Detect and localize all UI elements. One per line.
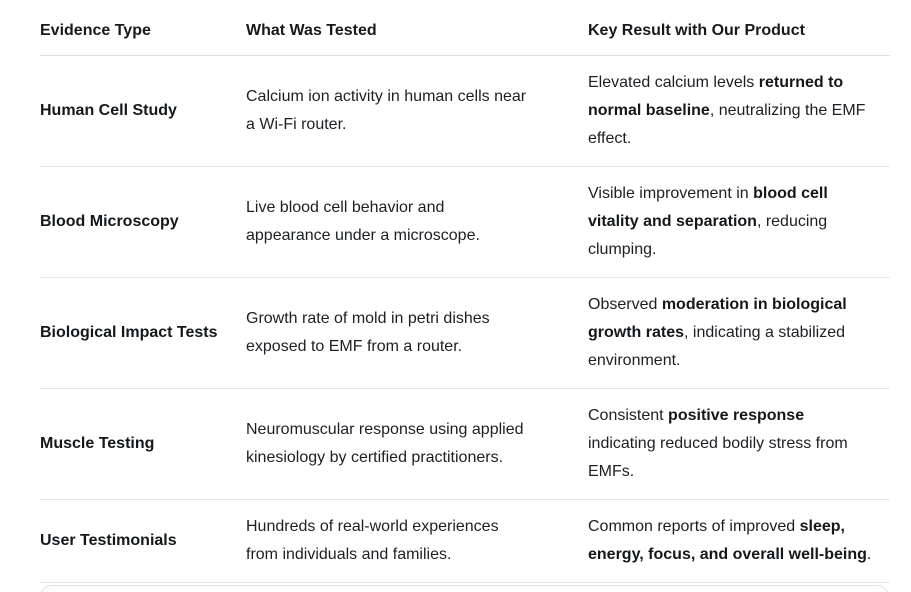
col-header-key-result: Key Result with Our Product: [588, 0, 890, 56]
what-was-tested-cell: Neuromuscular response using applied kin…: [246, 388, 588, 500]
evidence-type-cell: Muscle Testing: [40, 388, 246, 500]
key-result-cell: Consistent positive response indicating …: [588, 388, 890, 500]
col-header-what-was-tested: What Was Tested: [246, 0, 588, 56]
evidence-type-cell: Blood Microscopy: [40, 166, 246, 278]
table-row: Biological Impact Tests Growth rate of m…: [40, 277, 890, 389]
col-header-evidence-type: Evidence Type: [40, 0, 246, 56]
table-row: User Testimonials Hundreds of real-world…: [40, 499, 890, 583]
key-result-cell: Elevated calcium levels returned to norm…: [588, 55, 890, 167]
next-section-card-top: [40, 585, 889, 592]
table-row: Blood Microscopy Live blood cell behavio…: [40, 166, 890, 278]
what-was-tested-cell: Growth rate of mold in petri dishes expo…: [246, 277, 588, 389]
evidence-type-cell: User Testimonials: [40, 499, 246, 583]
evidence-table: Evidence Type What Was Tested Key Result…: [40, 0, 890, 583]
table-body: Human Cell Study Calcium ion activity in…: [40, 55, 890, 583]
table-header: Evidence Type What Was Tested Key Result…: [40, 0, 890, 56]
key-result-cell: Common reports of improved sleep, energy…: [588, 499, 890, 583]
key-result-cell: Observed moderation in biological growth…: [588, 277, 890, 389]
what-was-tested-cell: Calcium ion activity in human cells near…: [246, 55, 588, 167]
table-row: Human Cell Study Calcium ion activity in…: [40, 55, 890, 167]
evidence-type-cell: Human Cell Study: [40, 55, 246, 167]
what-was-tested-cell: Live blood cell behavior and appearance …: [246, 166, 588, 278]
evidence-type-cell: Biological Impact Tests: [40, 277, 246, 389]
what-was-tested-cell: Hundreds of real-world experiences from …: [246, 499, 588, 583]
table-row: Muscle Testing Neuromuscular response us…: [40, 388, 890, 500]
header-row: Evidence Type What Was Tested Key Result…: [40, 0, 890, 56]
key-result-cell: Visible improvement in blood cell vitali…: [588, 166, 890, 278]
